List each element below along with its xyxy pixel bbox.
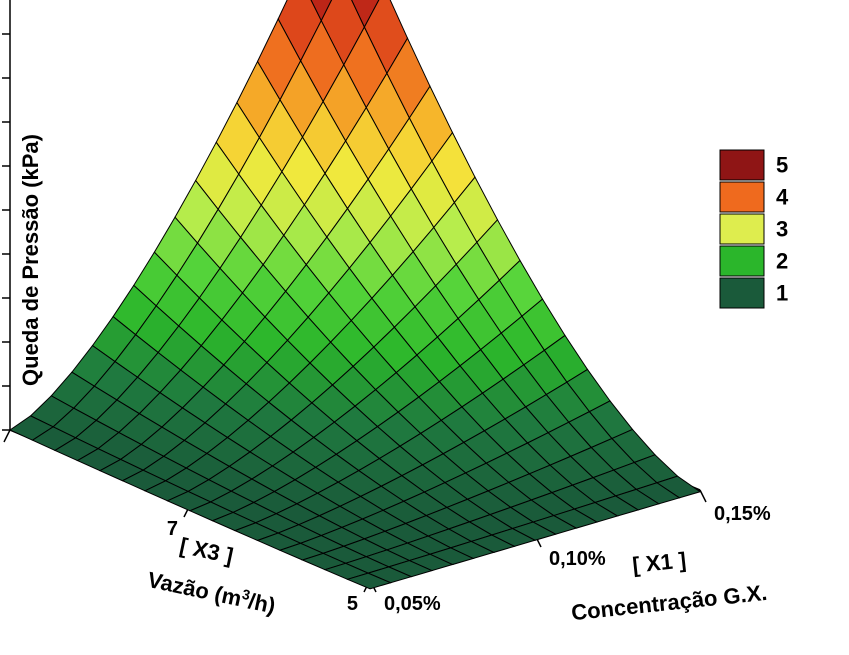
legend-swatch	[720, 182, 764, 212]
y-tick-label: 0,05%	[384, 593, 441, 615]
x-tick-label: 7	[167, 518, 178, 540]
legend-swatch	[720, 150, 764, 180]
legend-swatch	[720, 278, 764, 308]
legend-label: 4	[776, 185, 789, 210]
surface-chart: { "canvas": { "width": 849, "height": 65…	[0, 0, 849, 655]
legend	[720, 150, 764, 308]
y-tick-label: 0,15%	[714, 503, 771, 525]
y-tick-label: 0,10%	[549, 548, 606, 570]
legend-label: 5	[776, 153, 788, 178]
x-axis-label-2: Vazão (m3/h)	[145, 566, 278, 618]
x-axis-label-1: [ X3 ]	[178, 533, 236, 569]
legend-swatch	[720, 246, 764, 276]
z-axis-label: Queda de Pressão (kPa)	[18, 134, 43, 386]
y-axis-label-1: [ X1 ]	[631, 547, 687, 577]
legend-label: 1	[776, 281, 788, 306]
surface	[10, 0, 700, 589]
legend-swatch	[720, 214, 764, 244]
x-tick-label: 5	[347, 593, 358, 615]
legend-label: 3	[776, 217, 788, 242]
svg-canvas: 1,01,52,02,53,03,54,04,55,05,56,05790,05…	[0, 0, 849, 655]
y-axis-label-2: Concentração G.X.	[570, 580, 768, 625]
legend-label: 2	[776, 249, 788, 274]
